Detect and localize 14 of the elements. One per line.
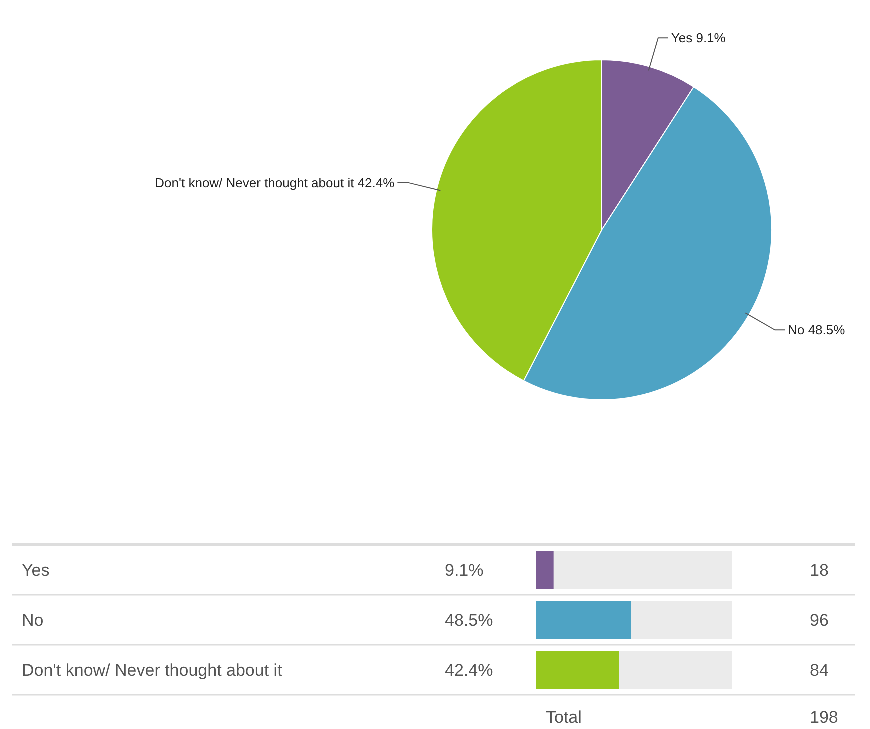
text: 198 [810,708,838,727]
text: Total [546,708,582,727]
text: 18 [810,560,829,580]
data-label: 48.5% [445,610,494,630]
y-tick-label: No [22,610,44,630]
data-label: 9.1% [445,560,484,580]
slice-label: Don't know/ Never thought about it 42.4% [155,175,396,190]
data-label: 42.4% [445,660,494,680]
text: 96 [810,610,829,630]
slice-label: No 48.5% [788,322,846,338]
y-tick-label: Yes [22,560,50,580]
slice-label: Yes 9.1% [671,30,726,46]
text: 84 [810,660,829,680]
y-tick-label: Don't know/ Never thought about it [22,660,283,680]
